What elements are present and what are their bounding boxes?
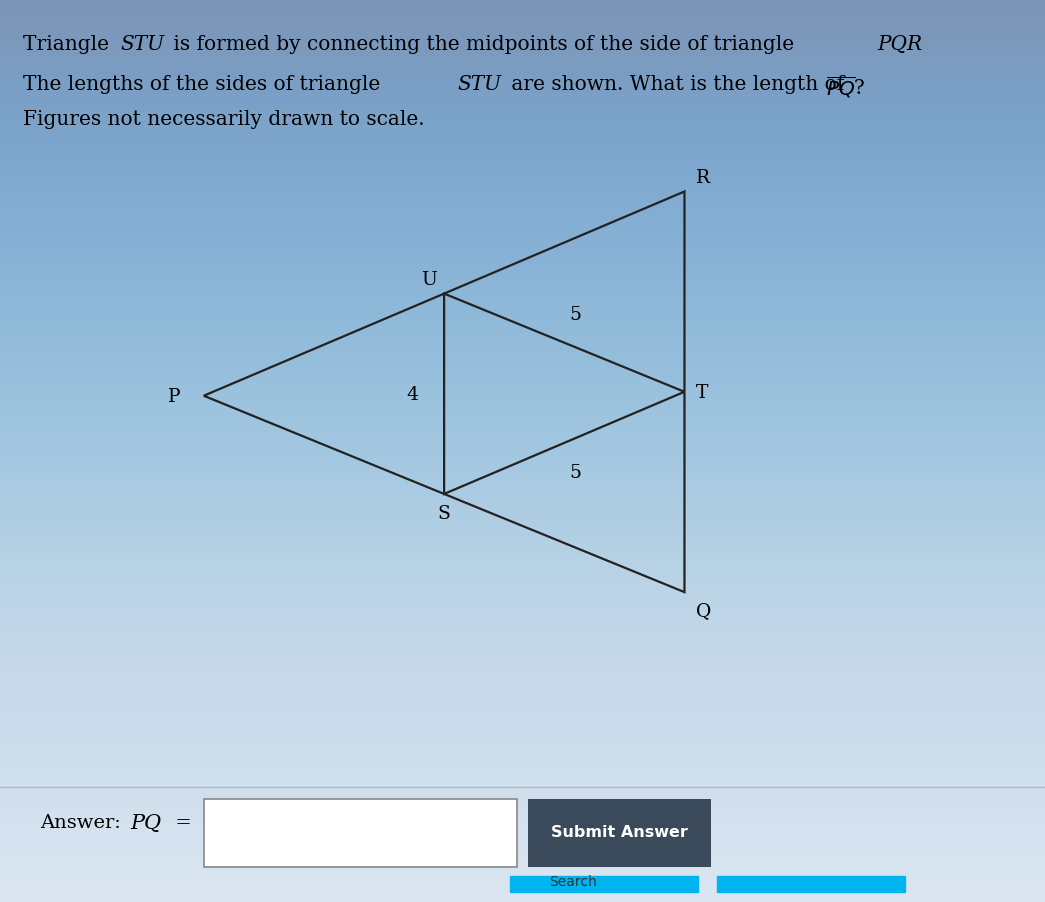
Text: STU: STU	[120, 35, 164, 54]
Text: Figures not necessarily drawn to scale.: Figures not necessarily drawn to scale.	[23, 110, 424, 129]
Text: The lengths of the sides of triangle: The lengths of the sides of triangle	[23, 75, 387, 94]
Bar	[717, 877, 905, 884]
Text: 5: 5	[570, 306, 581, 324]
FancyBboxPatch shape	[204, 799, 517, 867]
Bar	[717, 885, 905, 892]
Text: =: =	[169, 814, 192, 832]
Text: are shown. What is the length of: are shown. What is the length of	[505, 75, 851, 94]
Text: Q: Q	[696, 601, 712, 619]
Text: 4: 4	[407, 385, 418, 403]
Text: T: T	[696, 383, 709, 401]
Text: Triangle: Triangle	[23, 35, 115, 54]
Text: Search: Search	[549, 874, 597, 888]
Text: P: P	[168, 387, 181, 405]
Text: is formed by connecting the midpoints of the side of triangle: is formed by connecting the midpoints of…	[167, 35, 800, 54]
Text: S: S	[438, 505, 450, 523]
FancyBboxPatch shape	[528, 799, 711, 867]
Text: Answer:: Answer:	[40, 814, 120, 832]
Text: PQR: PQR	[878, 35, 923, 54]
Text: R: R	[696, 169, 711, 187]
Text: STU: STU	[458, 75, 502, 94]
Text: 5: 5	[570, 463, 581, 481]
Text: U: U	[421, 272, 437, 290]
Bar	[510, 877, 698, 884]
Text: $\overline{PQ}$?: $\overline{PQ}$?	[826, 75, 865, 100]
Text: Submit Answer: Submit Answer	[552, 824, 688, 839]
Bar	[510, 885, 698, 892]
Text: PQ: PQ	[131, 813, 162, 832]
